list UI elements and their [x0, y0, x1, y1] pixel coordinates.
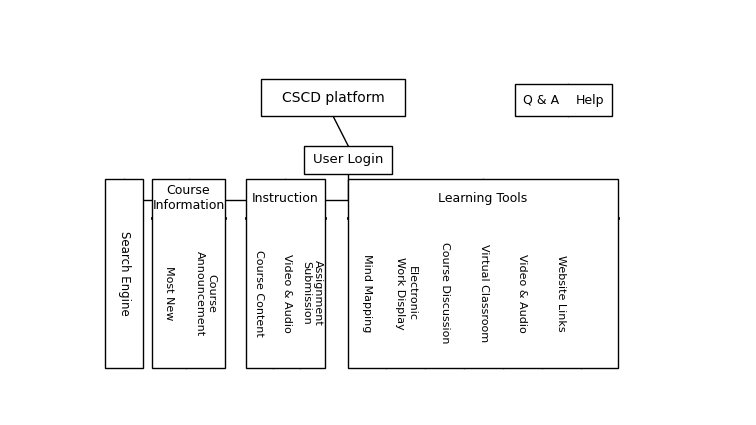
Text: Course
Information: Course Information	[153, 184, 225, 212]
FancyBboxPatch shape	[105, 178, 143, 368]
Text: Video & Audio: Video & Audio	[281, 254, 292, 332]
FancyBboxPatch shape	[348, 178, 618, 368]
Text: Course
Announcement: Course Announcement	[194, 251, 216, 336]
Text: Course Discussion: Course Discussion	[440, 242, 450, 344]
Text: Most New: Most New	[164, 266, 174, 320]
Text: Virtual Classroom: Virtual Classroom	[479, 244, 488, 342]
Text: User Login: User Login	[313, 153, 383, 166]
Text: Mind Mapping: Mind Mapping	[362, 254, 372, 332]
Text: Q & A: Q & A	[523, 94, 559, 107]
Text: Website Links: Website Links	[556, 255, 566, 332]
Text: Assignment
Submission: Assignment Submission	[302, 260, 324, 326]
Text: Instruction: Instruction	[252, 192, 318, 205]
FancyBboxPatch shape	[515, 84, 612, 116]
FancyBboxPatch shape	[262, 79, 405, 116]
FancyBboxPatch shape	[304, 146, 392, 174]
FancyBboxPatch shape	[246, 178, 325, 368]
Text: Help: Help	[575, 94, 604, 107]
Text: Video & Audio: Video & Audio	[517, 254, 528, 332]
FancyBboxPatch shape	[152, 178, 225, 368]
Text: CSCD platform: CSCD platform	[282, 91, 385, 105]
Text: Course Content: Course Content	[254, 250, 265, 337]
Text: Learning Tools: Learning Tools	[438, 192, 528, 205]
Text: Search Engine: Search Engine	[118, 231, 131, 316]
Text: Electronic
Work Display: Electronic Work Display	[395, 257, 417, 329]
